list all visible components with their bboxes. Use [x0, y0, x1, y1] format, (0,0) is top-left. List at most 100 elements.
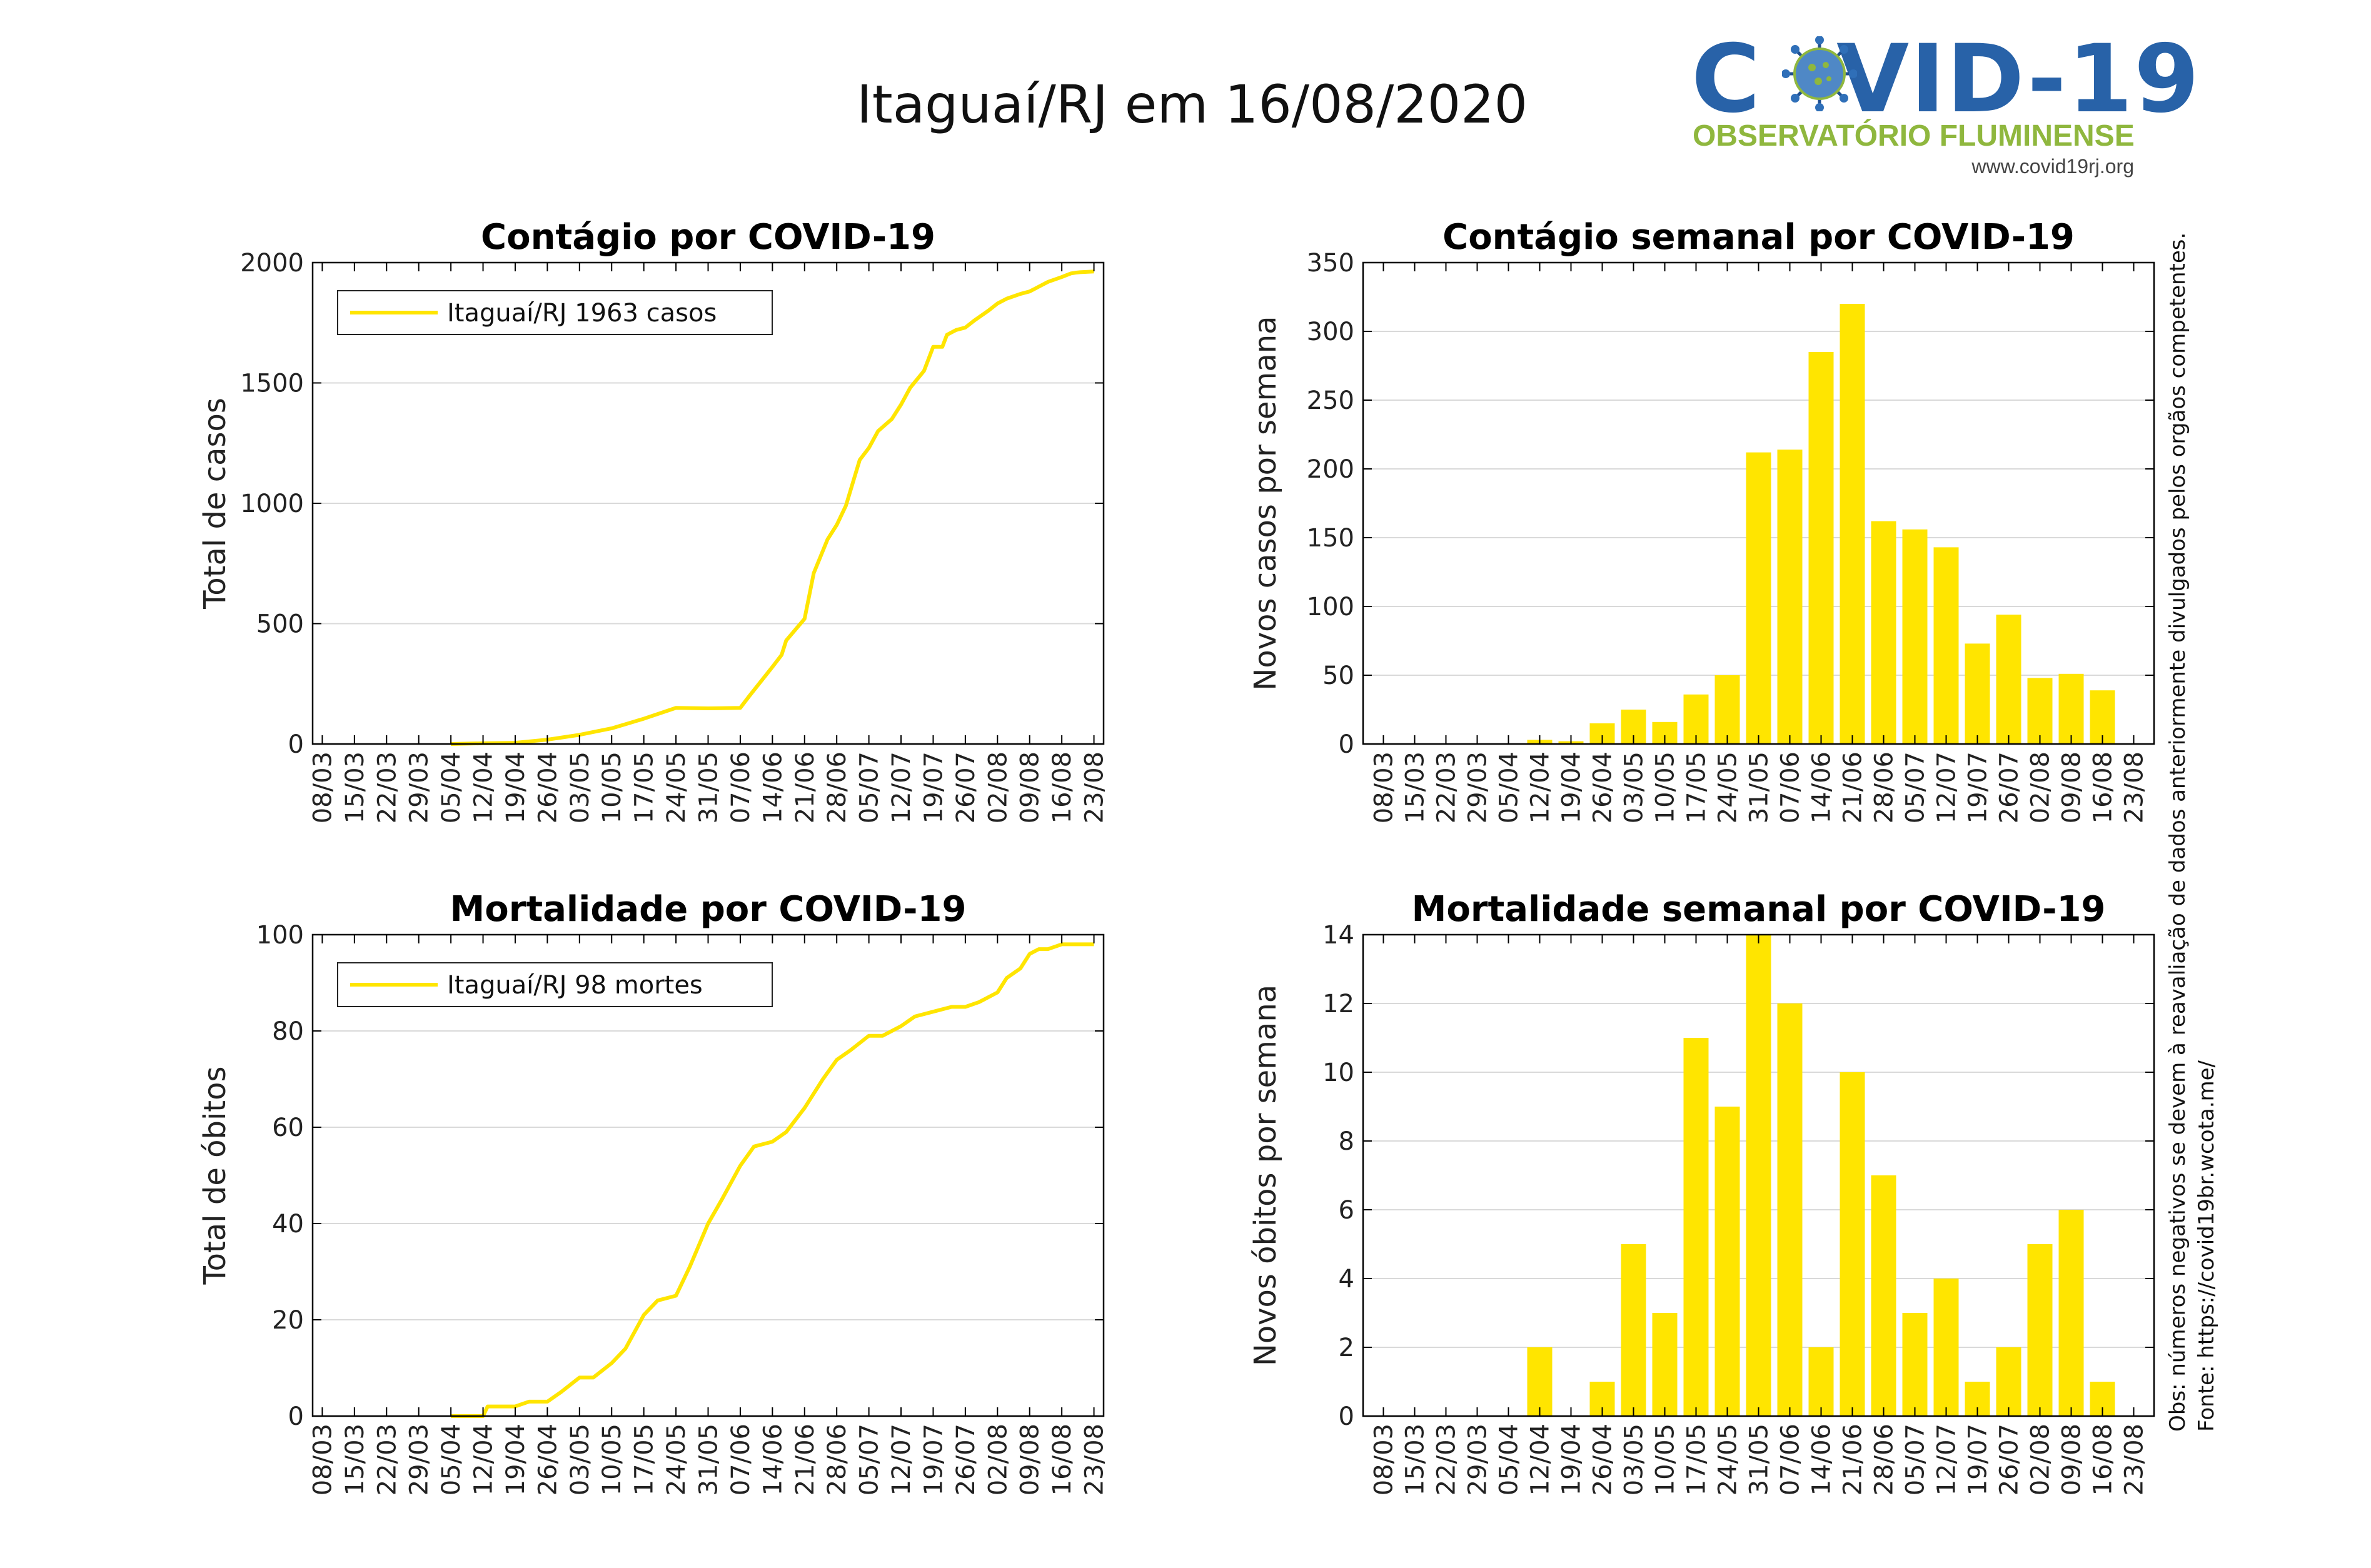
- bar: [2058, 673, 2084, 744]
- y-tick-label: 300: [1307, 318, 1354, 346]
- y-tick-label: 50: [1322, 661, 1354, 690]
- bar: [1902, 1313, 1928, 1416]
- bar: [1871, 521, 1896, 744]
- y-tick-label: 12: [1322, 990, 1354, 1018]
- x-tick-label: 05/04: [1495, 751, 1524, 823]
- chart-title: Mortalidade por COVID-19: [450, 889, 967, 930]
- legend: Itaguaí/RJ 1963 casos: [337, 290, 773, 335]
- y-tick-label: 2000: [240, 249, 304, 278]
- bar: [1683, 1038, 1709, 1416]
- x-tick-label: 05/07: [1901, 751, 1930, 823]
- x-tick-label: 19/04: [1558, 751, 1586, 823]
- x-tick-label: 29/03: [1464, 751, 1493, 823]
- plot-frame: [1362, 261, 2155, 745]
- series-line: [451, 942, 1094, 1418]
- x-tick-label: 12/04: [1526, 751, 1555, 823]
- x-tick-label: 26/07: [1995, 751, 2024, 823]
- chart-title: Contágio por COVID-19: [481, 217, 935, 258]
- x-tick-label: 03/05: [1620, 1424, 1649, 1495]
- x-tick-label: 03/05: [566, 1424, 595, 1495]
- x-tick-label: 28/06: [1870, 1424, 1899, 1495]
- legend-label: Itaguaí/RJ 98 mortes: [447, 971, 703, 1000]
- side-notes: Obs: números negativos se devem à reaval…: [2163, 44, 2251, 1432]
- x-tick-label: 23/08: [2120, 1424, 2149, 1495]
- x-tick-label: 02/08: [984, 1424, 1012, 1495]
- x-tick-label: 12/04: [1526, 1424, 1555, 1495]
- bar: [1746, 452, 1771, 744]
- x-tick-label: 12/04: [470, 751, 498, 823]
- x-tick-label: 23/08: [2120, 751, 2149, 823]
- y-tick-label: 4: [1339, 1265, 1354, 1294]
- x-tick-label: 10/05: [598, 1424, 627, 1495]
- y-axis-label: Novos casos por semana: [1248, 316, 1283, 690]
- y-tick-label: 14: [1322, 921, 1354, 950]
- bar: [1902, 529, 1928, 744]
- x-tick-label: 14/06: [758, 1424, 787, 1495]
- x-tick-label: 02/08: [984, 751, 1012, 823]
- x-tick-label: 28/06: [823, 751, 852, 823]
- bar: [1746, 935, 1771, 1416]
- series-line: [451, 269, 1094, 746]
- bar: [1808, 1347, 1834, 1416]
- x-tick-label: 07/06: [1776, 751, 1805, 823]
- bar: [1996, 1347, 2021, 1416]
- source-note: Fonte: https://covid19br.wcota.me/: [2194, 1060, 2219, 1432]
- x-tick-label: 07/06: [727, 1424, 755, 1495]
- chart-title: Mortalidade semanal por COVID-19: [1412, 889, 2106, 930]
- y-tick-label: 8: [1339, 1127, 1354, 1156]
- x-tick-label: 23/08: [1080, 751, 1109, 823]
- x-tick-label: 19/04: [501, 1424, 530, 1495]
- x-tick-label: 19/04: [1558, 1424, 1586, 1495]
- x-tick-label: 26/04: [1589, 751, 1618, 823]
- deaths-weekly-chart: Mortalidade semanal por COVID-19 0 2 4 6 8 10 1…: [1248, 889, 2155, 1495]
- bar: [1621, 1244, 1646, 1416]
- x-tick-label: 31/05: [1745, 1424, 1774, 1495]
- x-tick-label: 21/06: [1839, 1424, 1868, 1495]
- bar: [1933, 1279, 1959, 1416]
- x-tick-label: 17/05: [630, 1424, 659, 1495]
- bar: [1652, 1313, 1678, 1416]
- y-tick-label: 6: [1339, 1196, 1354, 1225]
- x-tick-label: 28/06: [1870, 751, 1899, 823]
- logo-subtitle: OBSERVATÓRIO FLUMINENSE: [1693, 119, 2135, 153]
- y-tick-label: 1000: [240, 490, 304, 518]
- y-tick-label: 100: [256, 921, 304, 950]
- bar: [2027, 678, 2053, 744]
- x-tick-label: 17/05: [1683, 1424, 1711, 1495]
- x-tick-label: 10/05: [1651, 1424, 1680, 1495]
- bar: [1714, 675, 1740, 744]
- x-tick-label: 21/06: [1839, 751, 1868, 823]
- x-tick-label: 09/08: [2058, 1424, 2087, 1495]
- x-tick-label: 21/06: [791, 751, 820, 823]
- y-tick-label: 0: [288, 730, 304, 759]
- y-axis-label: Total de casos: [198, 398, 233, 610]
- x-tick-label: 26/07: [952, 751, 980, 823]
- x-tick-label: 14/06: [1808, 751, 1836, 823]
- x-tick-label: 17/05: [1683, 751, 1711, 823]
- page-title: Itaguaí/RJ em 16/08/2020: [857, 74, 1528, 135]
- x-tick-label: 15/03: [341, 751, 370, 823]
- x-tick-label: 05/07: [855, 751, 884, 823]
- plot-frame: [1362, 933, 2155, 1417]
- x-tick-label: 12/07: [887, 751, 916, 823]
- bar: [1777, 1003, 1803, 1416]
- x-tick-label: 31/05: [695, 751, 723, 823]
- logo-url: www.covid19rj.org: [1971, 155, 2134, 178]
- y-tick-label: 0: [288, 1402, 304, 1431]
- chart-title: Contágio semanal por COVID-19: [1442, 217, 2075, 258]
- x-tick-label: 23/08: [1080, 1424, 1109, 1495]
- x-tick-label: 29/03: [1464, 1424, 1493, 1495]
- plot-frame: [311, 261, 1105, 745]
- x-tick-label: 12/07: [1933, 751, 1961, 823]
- x-tick-label: 14/06: [758, 751, 787, 823]
- logo-text-vid: VID-19: [1836, 25, 2201, 134]
- bar: [1777, 450, 1803, 744]
- x-tick-label: 15/03: [341, 1424, 370, 1495]
- x-tick-label: 02/08: [2026, 751, 2055, 823]
- x-tick-label: 19/07: [1964, 1424, 1993, 1495]
- x-tick-label: 09/08: [1016, 751, 1045, 823]
- x-tick-label: 07/06: [1776, 1424, 1805, 1495]
- x-tick-label: 24/05: [1714, 1424, 1743, 1495]
- x-tick-label: 05/07: [1901, 1424, 1930, 1495]
- x-tick-label: 03/05: [566, 751, 595, 823]
